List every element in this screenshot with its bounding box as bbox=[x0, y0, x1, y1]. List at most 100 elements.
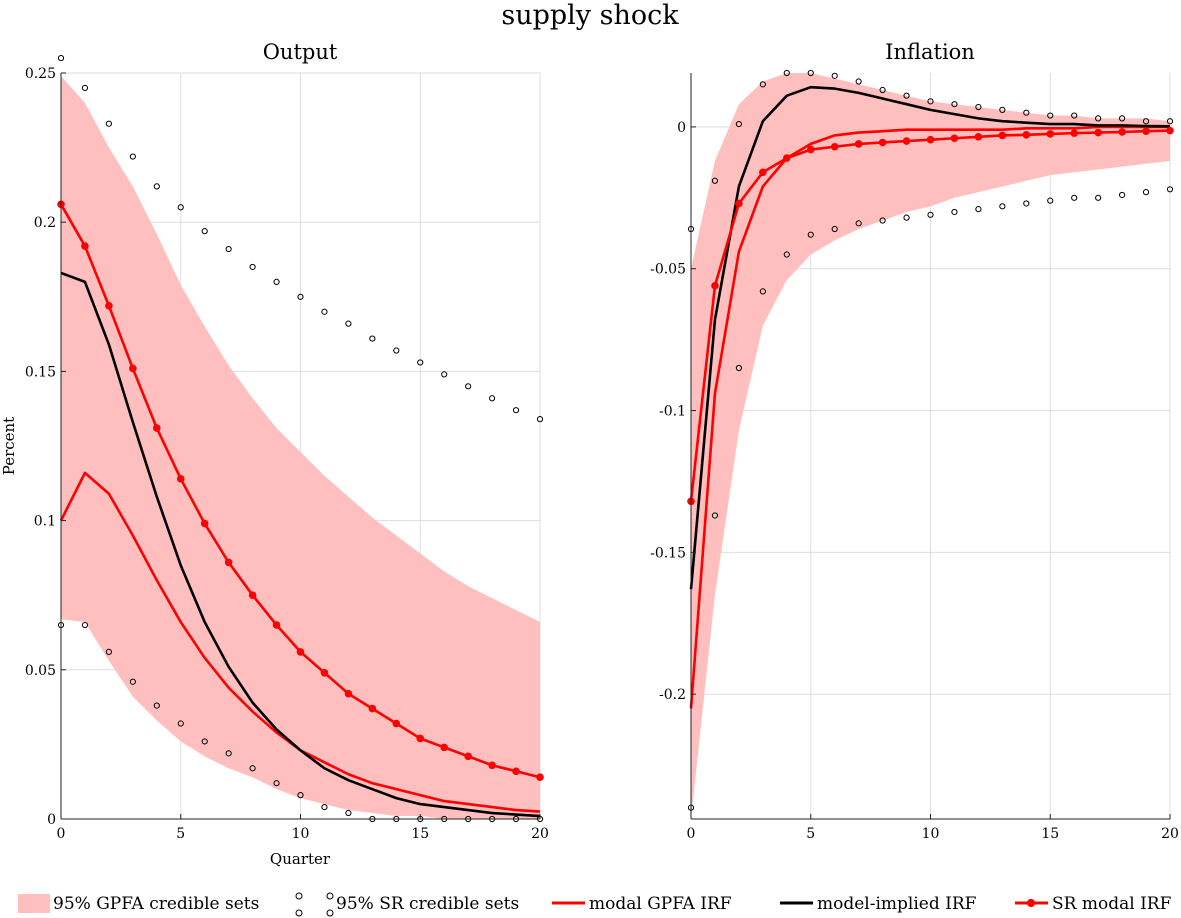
sr-set-point bbox=[249, 263, 256, 271]
sr-modal-point bbox=[320, 668, 329, 677]
sr-modal-point bbox=[806, 145, 815, 154]
sr-set-point bbox=[975, 206, 982, 213]
sr-set-point bbox=[759, 288, 766, 295]
sr-set-point bbox=[1095, 115, 1102, 122]
x-tick-label: 10 bbox=[922, 826, 940, 842]
sr-set-point bbox=[711, 512, 719, 519]
sr-modal-point bbox=[105, 301, 113, 310]
sr-set-point bbox=[321, 308, 328, 315]
sr-modal-point bbox=[464, 752, 472, 761]
y-tick-label: -0.05 bbox=[650, 262, 686, 278]
sr-credible-set-inflation bbox=[687, 69, 1174, 233]
sr-modal-point bbox=[878, 138, 887, 147]
sr-modal-point bbox=[759, 168, 767, 177]
legend-marker-sr-sets bbox=[295, 892, 303, 900]
x-tick-label: 20 bbox=[531, 826, 549, 842]
x-tick-label: 5 bbox=[176, 826, 185, 842]
legend-label-band: 95% GPFA credible sets bbox=[53, 894, 259, 914]
sr-set-point bbox=[536, 416, 544, 423]
sr-set-point bbox=[225, 245, 232, 253]
legend-marker-sr-sets bbox=[295, 909, 303, 917]
sr-set-point bbox=[903, 214, 910, 221]
legend-item-gpfa-band: 95% GPFA credible sets bbox=[18, 894, 259, 914]
x-tick-label: 5 bbox=[806, 826, 815, 842]
sr-modal-point bbox=[902, 137, 911, 145]
sr-set-point bbox=[783, 251, 790, 258]
sr-set-point bbox=[105, 648, 113, 655]
sr-modal-point bbox=[1118, 128, 1126, 136]
sr-set-point bbox=[1023, 200, 1030, 207]
x-tick-label: 15 bbox=[411, 826, 429, 842]
legend-marker-sr-modal bbox=[1026, 898, 1036, 908]
sr-modal-point bbox=[440, 743, 449, 752]
sr-modal-point bbox=[1142, 127, 1150, 135]
sr-set-point bbox=[1166, 118, 1174, 125]
sr-modal-point bbox=[416, 734, 425, 743]
sr-set-point bbox=[735, 120, 743, 128]
sr-set-point bbox=[153, 702, 160, 709]
sr-set-point bbox=[903, 92, 910, 99]
sr-set-point bbox=[1142, 118, 1150, 125]
sr-modal-point bbox=[854, 140, 863, 148]
sr-set-point bbox=[345, 809, 352, 817]
sr-set-point bbox=[177, 720, 184, 727]
sr-set-point bbox=[999, 203, 1006, 210]
sr-modal-point bbox=[129, 364, 137, 373]
sr-set-point bbox=[879, 217, 886, 224]
sr-set-point bbox=[129, 153, 136, 160]
sr-set-point bbox=[201, 738, 208, 745]
model-implied-line-inflation bbox=[689, 85, 1171, 590]
sr-set-point bbox=[369, 335, 376, 342]
y-tick-label: -0.2 bbox=[659, 687, 686, 703]
sr-modal-point bbox=[1070, 129, 1078, 137]
sr-modal-point bbox=[950, 134, 959, 143]
sr-modal-point bbox=[998, 131, 1007, 140]
sr-set-point bbox=[1142, 189, 1150, 196]
legend-item-model-implied: model-implied IRF bbox=[780, 894, 977, 914]
sr-set-point bbox=[129, 678, 136, 685]
sr-modal-point bbox=[248, 591, 257, 600]
sr-set-point bbox=[81, 84, 89, 92]
model-implied-line-output bbox=[60, 271, 541, 818]
sr-set-point bbox=[57, 54, 65, 62]
sr-set-point bbox=[951, 208, 958, 216]
y-tick-label: 0.15 bbox=[25, 364, 56, 380]
sr-set-point bbox=[759, 81, 766, 88]
sr-credible-set-output bbox=[57, 54, 544, 423]
sr-set-point bbox=[1071, 194, 1078, 201]
sr-modal-point bbox=[153, 424, 161, 432]
legend-marker-sr-sets bbox=[326, 892, 334, 900]
chart-title-output: Output bbox=[263, 40, 338, 64]
sr-modal-point bbox=[224, 558, 233, 567]
y-tick-label: 0 bbox=[47, 812, 56, 828]
sr-set-point bbox=[807, 69, 814, 77]
sr-set-point bbox=[711, 177, 719, 184]
sr-set-point bbox=[1047, 112, 1054, 119]
y-tick-label: 0.25 bbox=[25, 66, 56, 82]
sr-set-point bbox=[1095, 194, 1102, 201]
chart-title-inflation: Inflation bbox=[885, 40, 975, 64]
legend-item-sr-modal: SR modal IRF bbox=[1015, 894, 1172, 914]
sr-set-point bbox=[249, 765, 256, 772]
y-tick-label: 0 bbox=[677, 120, 686, 136]
sr-set-point bbox=[831, 225, 838, 233]
sr-set-point bbox=[273, 780, 280, 787]
sr-set-point bbox=[1071, 112, 1078, 119]
sr-set-point bbox=[927, 98, 934, 105]
sr-set-point bbox=[201, 228, 208, 235]
sr-set-point bbox=[297, 293, 304, 300]
sr-modal-point bbox=[296, 648, 305, 656]
x-tick-label: 15 bbox=[1041, 826, 1059, 842]
sr-modal-point bbox=[368, 704, 377, 713]
sr-set-point bbox=[489, 395, 496, 402]
sr-set-point bbox=[153, 183, 160, 190]
x-tick-label: 0 bbox=[57, 826, 66, 842]
sr-modal-point bbox=[176, 475, 185, 483]
y-tick-label: -0.1 bbox=[659, 404, 686, 420]
legend-label-sr-modal: SR modal IRF bbox=[1052, 894, 1172, 914]
sr-modal-point bbox=[926, 135, 935, 144]
legend-label-sr-sets: 95% SR credible sets bbox=[336, 894, 519, 914]
y-tick-label: 0.05 bbox=[25, 663, 56, 679]
chart-inflation: Inflation 0 5 10 15 20 -0.2 -0.15 -0.1 -0.05 0 bbox=[650, 40, 1179, 842]
sr-set-point bbox=[1047, 197, 1054, 204]
